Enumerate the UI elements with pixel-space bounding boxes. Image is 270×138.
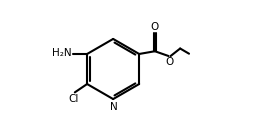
Text: H₂N: H₂N (52, 48, 71, 58)
Text: O: O (165, 57, 173, 67)
Text: N: N (110, 102, 118, 112)
Text: O: O (151, 22, 159, 32)
Text: Cl: Cl (69, 94, 79, 104)
